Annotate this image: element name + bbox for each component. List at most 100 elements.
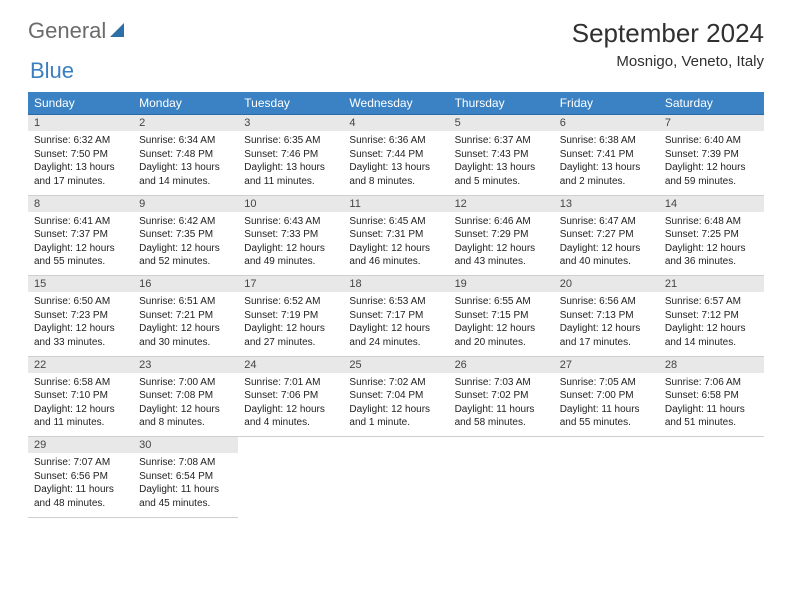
location: Mosnigo, Veneto, Italy [572, 53, 764, 70]
day-info-cell: Sunrise: 6:52 AMSunset: 7:19 PMDaylight:… [238, 292, 343, 356]
sunrise-line: Sunrise: 6:40 AM [665, 134, 758, 148]
day-number-cell: 21 [659, 276, 764, 293]
sunrise-line: Sunrise: 6:38 AM [560, 134, 653, 148]
day-number-cell: 18 [343, 276, 448, 293]
day-info-cell [449, 453, 554, 517]
daylight-line: Daylight: 12 hours and 40 minutes. [560, 242, 653, 269]
day-info-cell: Sunrise: 6:34 AMSunset: 7:48 PMDaylight:… [133, 131, 238, 195]
day-number-cell: 7 [659, 115, 764, 132]
day-info-cell: Sunrise: 7:06 AMSunset: 6:58 PMDaylight:… [659, 373, 764, 437]
day-info-cell: Sunrise: 6:50 AMSunset: 7:23 PMDaylight:… [28, 292, 133, 356]
sunset-line: Sunset: 6:56 PM [34, 470, 127, 484]
sunset-line: Sunset: 7:41 PM [560, 148, 653, 162]
day-info-cell: Sunrise: 6:46 AMSunset: 7:29 PMDaylight:… [449, 212, 554, 276]
sunrise-line: Sunrise: 6:45 AM [349, 215, 442, 229]
day-info-cell: Sunrise: 7:01 AMSunset: 7:06 PMDaylight:… [238, 373, 343, 437]
sunset-line: Sunset: 7:12 PM [665, 309, 758, 323]
day-number-cell: 28 [659, 356, 764, 373]
daylight-line: Daylight: 12 hours and 43 minutes. [455, 242, 548, 269]
daylight-line: Daylight: 12 hours and 59 minutes. [665, 161, 758, 188]
day-number-cell: 29 [28, 437, 133, 454]
sunset-line: Sunset: 7:25 PM [665, 228, 758, 242]
day-info-cell: Sunrise: 6:47 AMSunset: 7:27 PMDaylight:… [554, 212, 659, 276]
day-info-cell [238, 453, 343, 517]
sunrise-line: Sunrise: 6:37 AM [455, 134, 548, 148]
daylight-line: Daylight: 12 hours and 24 minutes. [349, 322, 442, 349]
day-info-cell: Sunrise: 7:00 AMSunset: 7:08 PMDaylight:… [133, 373, 238, 437]
day-number-cell: 25 [343, 356, 448, 373]
day-number-cell [343, 437, 448, 454]
day-info-cell: Sunrise: 6:43 AMSunset: 7:33 PMDaylight:… [238, 212, 343, 276]
day-number-cell: 9 [133, 195, 238, 212]
sunrise-line: Sunrise: 6:50 AM [34, 295, 127, 309]
daylight-line: Daylight: 13 hours and 2 minutes. [560, 161, 653, 188]
day-number-row: 15161718192021 [28, 276, 764, 293]
sunrise-line: Sunrise: 7:02 AM [349, 376, 442, 390]
day-number-cell: 12 [449, 195, 554, 212]
day-number-row: 2930 [28, 437, 764, 454]
day-info-cell: Sunrise: 7:07 AMSunset: 6:56 PMDaylight:… [28, 453, 133, 517]
day-number-cell: 3 [238, 115, 343, 132]
day-number-cell: 15 [28, 276, 133, 293]
weekday-header: Wednesday [343, 92, 448, 115]
day-info-cell: Sunrise: 6:32 AMSunset: 7:50 PMDaylight:… [28, 131, 133, 195]
day-info-cell: Sunrise: 6:36 AMSunset: 7:44 PMDaylight:… [343, 131, 448, 195]
day-number-cell [659, 437, 764, 454]
day-number-row: 891011121314 [28, 195, 764, 212]
weekday-header: Sunday [28, 92, 133, 115]
weekday-header: Friday [554, 92, 659, 115]
sunset-line: Sunset: 7:23 PM [34, 309, 127, 323]
day-info-cell: Sunrise: 6:58 AMSunset: 7:10 PMDaylight:… [28, 373, 133, 437]
day-info-row: Sunrise: 6:41 AMSunset: 7:37 PMDaylight:… [28, 212, 764, 276]
sunset-line: Sunset: 7:15 PM [455, 309, 548, 323]
daylight-line: Daylight: 13 hours and 14 minutes. [139, 161, 232, 188]
sunrise-line: Sunrise: 6:48 AM [665, 215, 758, 229]
day-info-cell: Sunrise: 6:57 AMSunset: 7:12 PMDaylight:… [659, 292, 764, 356]
sunrise-line: Sunrise: 6:43 AM [244, 215, 337, 229]
day-info-row: Sunrise: 6:50 AMSunset: 7:23 PM Daylight:… [28, 292, 764, 356]
day-number-cell: 5 [449, 115, 554, 132]
sunrise-line: Sunrise: 7:00 AM [139, 376, 232, 390]
day-info-cell: Sunrise: 6:48 AMSunset: 7:25 PMDaylight:… [659, 212, 764, 276]
weekday-header: Monday [133, 92, 238, 115]
sunrise-line: Sunrise: 7:08 AM [139, 456, 232, 470]
sunset-line: Sunset: 7:27 PM [560, 228, 653, 242]
sunrise-line: Sunrise: 6:35 AM [244, 134, 337, 148]
sunset-line: Sunset: 7:46 PM [244, 148, 337, 162]
sunrise-line: Sunrise: 6:41 AM [34, 215, 127, 229]
weekday-header-row: Sunday Monday Tuesday Wednesday Thursday… [28, 92, 764, 115]
sunset-line: Sunset: 7:35 PM [139, 228, 232, 242]
sunset-line: Sunset: 7:17 PM [349, 309, 442, 323]
day-number-cell: 22 [28, 356, 133, 373]
day-info-cell: Sunrise: 6:35 AMSunset: 7:46 PMDaylight:… [238, 131, 343, 195]
sunrise-line: Sunrise: 6:46 AM [455, 215, 548, 229]
day-info-row: Sunrise: 6:32 AMSunset: 7:50 PMDaylight:… [28, 131, 764, 195]
day-number-cell: 23 [133, 356, 238, 373]
day-info-cell: Sunrise: 6:37 AMSunset: 7:43 PMDaylight:… [449, 131, 554, 195]
day-number-cell: 26 [449, 356, 554, 373]
day-info-cell [659, 453, 764, 517]
daylight-line: Daylight: 12 hours and 27 minutes. [244, 322, 337, 349]
daylight-line: Daylight: 12 hours and 8 minutes. [139, 403, 232, 430]
weekday-header: Thursday [449, 92, 554, 115]
day-number-cell: 13 [554, 195, 659, 212]
daylight-line: Daylight: 12 hours and 30 minutes. [139, 322, 232, 349]
sunrise-line: Sunrise: 6:32 AM [34, 134, 127, 148]
daylight-line: Daylight: 13 hours and 11 minutes. [244, 161, 337, 188]
day-info-cell: Sunrise: 7:05 AMSunset: 7:00 PMDaylight:… [554, 373, 659, 437]
sunset-line: Sunset: 7:10 PM [34, 389, 127, 403]
daylight-line: Daylight: 12 hours and 36 minutes. [665, 242, 758, 269]
sunset-line: Sunset: 7:19 PM [244, 309, 337, 323]
weekday-header: Tuesday [238, 92, 343, 115]
day-info-cell: Sunrise: 6:45 AMSunset: 7:31 PMDaylight:… [343, 212, 448, 276]
daylight-line: Daylight: 11 hours and 58 minutes. [455, 403, 548, 430]
day-number-cell: 4 [343, 115, 448, 132]
day-info-cell: Sunrise: 6:40 AMSunset: 7:39 PMDaylight:… [659, 131, 764, 195]
daylight-line: Daylight: 12 hours and 11 minutes. [34, 403, 127, 430]
sunset-line: Sunset: 6:58 PM [665, 389, 758, 403]
day-number-cell: 24 [238, 356, 343, 373]
day-number-cell: 19 [449, 276, 554, 293]
day-info-row: Sunrise: 6:58 AMSunset: 7:10 PMDaylight:… [28, 373, 764, 437]
sunset-line: Sunset: 7:44 PM [349, 148, 442, 162]
day-number-cell: 2 [133, 115, 238, 132]
